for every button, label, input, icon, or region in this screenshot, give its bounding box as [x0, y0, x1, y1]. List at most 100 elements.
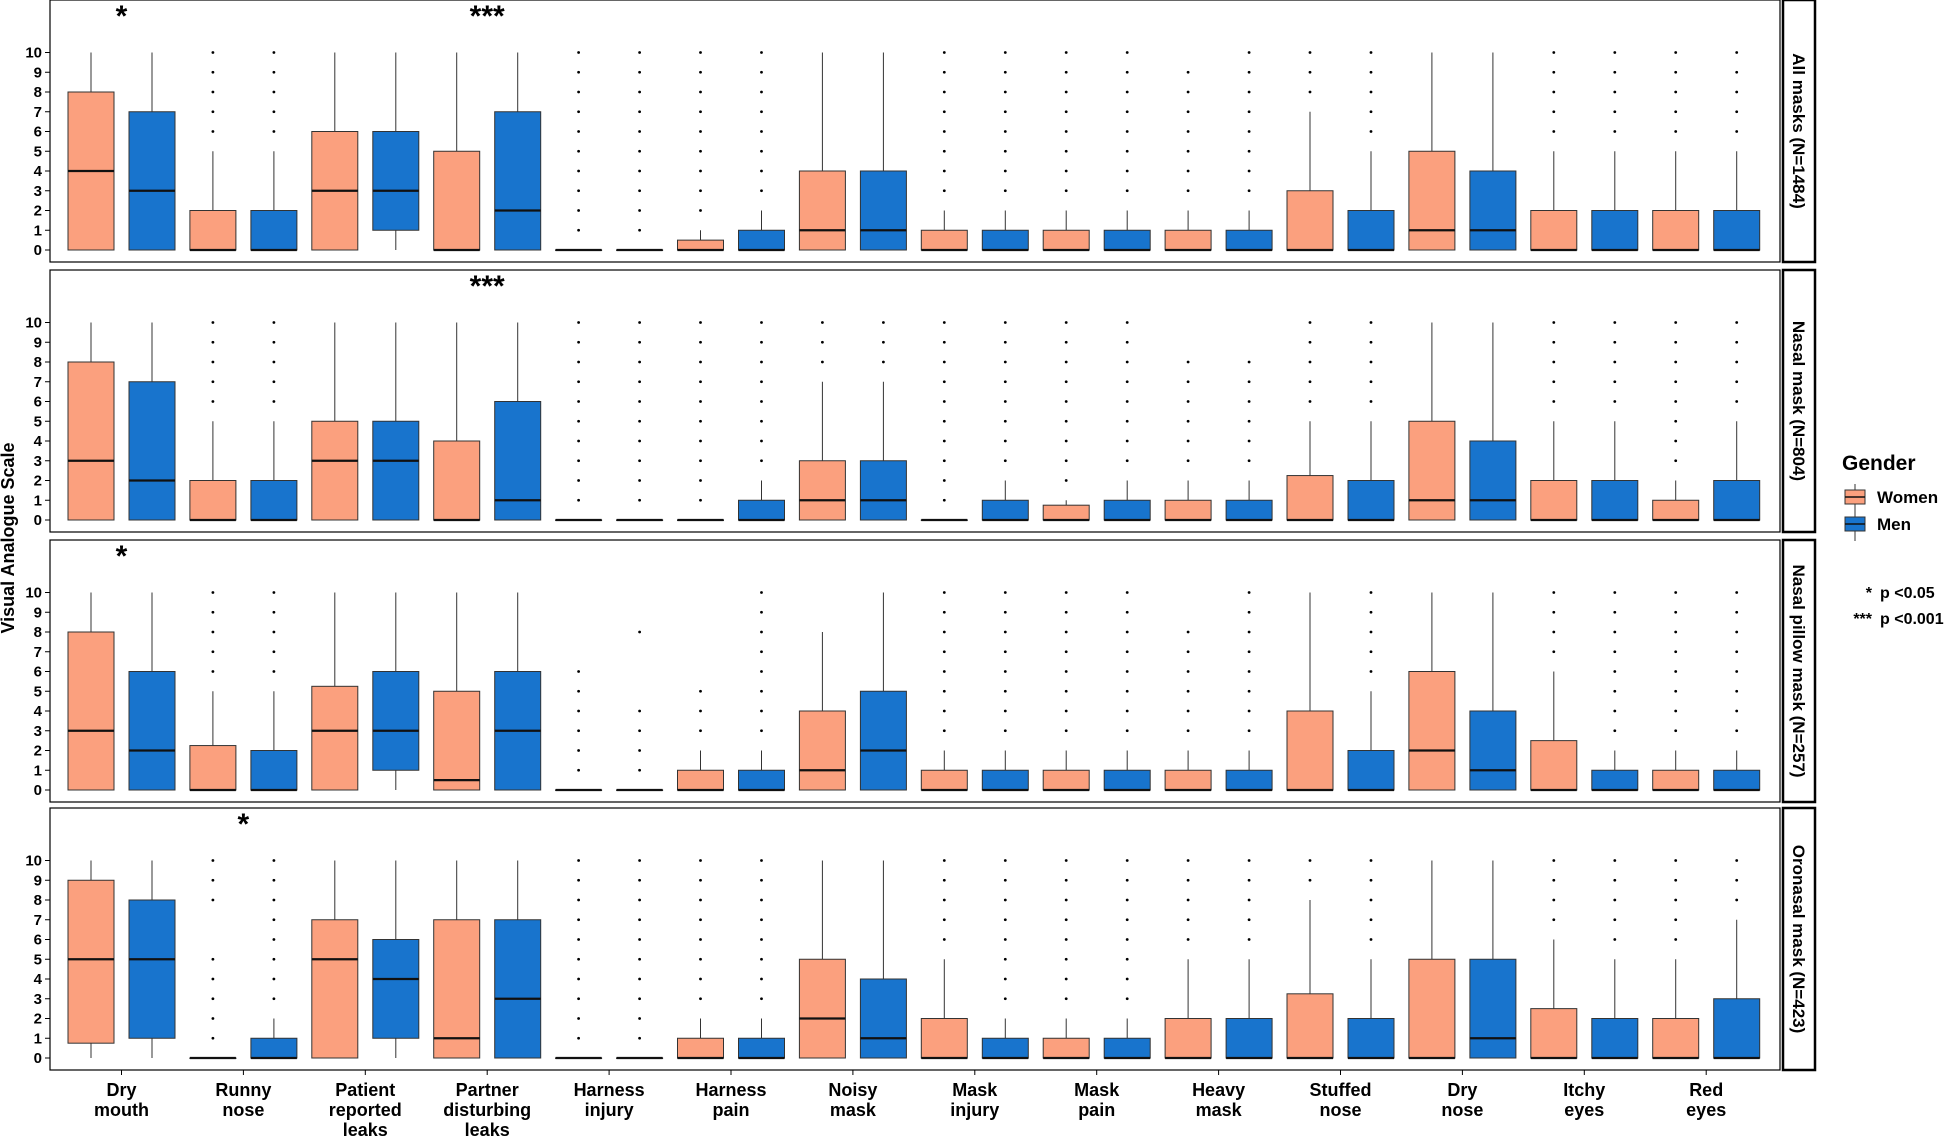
- outlier-point: [1125, 729, 1129, 733]
- outlier-point: [760, 670, 763, 673]
- iqr-box: [1225, 229, 1273, 251]
- outlier-point: [1613, 729, 1617, 733]
- women-box: [189, 321, 237, 522]
- outlier-point: [211, 997, 215, 1001]
- outlier-point: [1552, 340, 1556, 344]
- outlier-point: [1064, 189, 1068, 193]
- outlier-point: [1369, 938, 1373, 941]
- outlier-point: [1003, 321, 1007, 324]
- facet-panel: 0 1 2 3 4 5 6 7 8 9 10 Nasal pillow mask (N=257) *: [25, 538, 1817, 804]
- outlier-point: [1552, 650, 1556, 654]
- outlier-point: [1186, 169, 1190, 173]
- x-tick-label-line: Dry: [1447, 1080, 1477, 1100]
- legend-title: Gender: [1842, 452, 1916, 475]
- outlier-point: [1735, 630, 1739, 634]
- outlier-point: [1735, 400, 1739, 403]
- iqr-box: [1713, 769, 1761, 791]
- outlier-point: [760, 340, 763, 344]
- women-box: [798, 860, 846, 1059]
- iqr-box: [1347, 480, 1395, 521]
- outlier-point: [577, 169, 580, 173]
- outlier-point: [1247, 459, 1251, 463]
- x-tick-label-line: Red: [1689, 1080, 1723, 1100]
- outlier-point: [1125, 380, 1129, 384]
- women-box: [311, 322, 359, 521]
- iqr-box: [920, 229, 968, 251]
- outlier-point: [577, 878, 580, 882]
- women-box: [189, 591, 237, 792]
- women-box: [1042, 591, 1090, 792]
- strip-box: [1781, 538, 1817, 804]
- outlier-point: [699, 340, 702, 344]
- outlier-point: [1674, 650, 1678, 654]
- outlier-point: [272, 591, 276, 594]
- outlier-point: [272, 380, 276, 384]
- outlier-point: [1186, 938, 1190, 941]
- iqr-box: [1286, 190, 1334, 251]
- men-box: [372, 592, 420, 790]
- outlier-point: [1308, 878, 1312, 882]
- outlier-point: [272, 957, 276, 961]
- y-tick-label: 2: [34, 743, 42, 760]
- outlier-point: [699, 938, 702, 941]
- outlier-point: [638, 749, 641, 752]
- significance-label: p <0.05: [1880, 585, 1935, 602]
- iqr-box: [372, 420, 420, 521]
- outlier-point: [1064, 340, 1068, 344]
- women-box: [311, 860, 359, 1059]
- x-tick-label-line: eyes: [1564, 1100, 1604, 1120]
- outlier-point: [1064, 419, 1068, 423]
- outlier-point: [1613, 918, 1617, 922]
- iqr-box: [677, 239, 724, 251]
- y-tick-label: 7: [34, 644, 42, 661]
- legend-label: Women: [1877, 488, 1938, 507]
- outlier-point: [638, 360, 641, 364]
- women-box: [1042, 321, 1090, 522]
- iqr-box: [920, 769, 968, 791]
- outlier-point: [211, 400, 215, 403]
- outlier-point: [577, 859, 580, 862]
- outlier-point: [1613, 709, 1617, 713]
- outlier-point: [638, 498, 641, 502]
- outlier-point: [1003, 439, 1007, 443]
- women-box: [555, 859, 603, 1060]
- x-tick-label-line: reported: [329, 1100, 402, 1120]
- outlier-point: [272, 70, 276, 74]
- outlier-point: [1064, 997, 1068, 1001]
- outlier-point: [1247, 630, 1251, 634]
- outlier-point: [1247, 859, 1251, 862]
- x-tick-label-line: Noisy: [828, 1080, 877, 1100]
- outlier-point: [638, 878, 641, 882]
- women-box: [920, 51, 968, 252]
- outlier-point: [211, 878, 215, 882]
- outlier-point: [638, 768, 641, 772]
- outlier-point: [1003, 938, 1007, 941]
- facet-panel: 0 1 2 3 4 5 6 7 8 9 10 Oronasal mask (N=423) *: [25, 806, 1817, 1072]
- y-tick-label: 1: [34, 222, 42, 239]
- outlier-point: [1003, 149, 1007, 153]
- outlier-point: [272, 400, 276, 403]
- iqr-box: [67, 879, 115, 1044]
- x-tick-label-line: injury: [950, 1100, 999, 1120]
- outlier-point: [882, 321, 885, 324]
- outlier-point: [638, 957, 641, 961]
- outlier-point: [638, 321, 641, 324]
- x-tick-label: Mask pain: [1074, 1080, 1120, 1120]
- x-tick-label: Heavy mask: [1192, 1080, 1245, 1120]
- outlier-point: [1369, 340, 1373, 344]
- outlier-point: [211, 321, 215, 324]
- iqr-box: [128, 111, 176, 251]
- outlier-point: [1125, 878, 1129, 882]
- outlier-point: [1674, 859, 1678, 862]
- strip-box: [1781, 268, 1817, 534]
- outlier-point: [1308, 400, 1312, 403]
- outlier-point: [577, 209, 580, 212]
- outlier-point: [1674, 670, 1678, 673]
- outlier-point: [577, 479, 580, 482]
- outlier-point: [942, 149, 946, 153]
- men-box: [372, 322, 420, 521]
- men-box: [859, 860, 907, 1059]
- iqr-box: [1042, 769, 1090, 791]
- men-box: [494, 592, 542, 791]
